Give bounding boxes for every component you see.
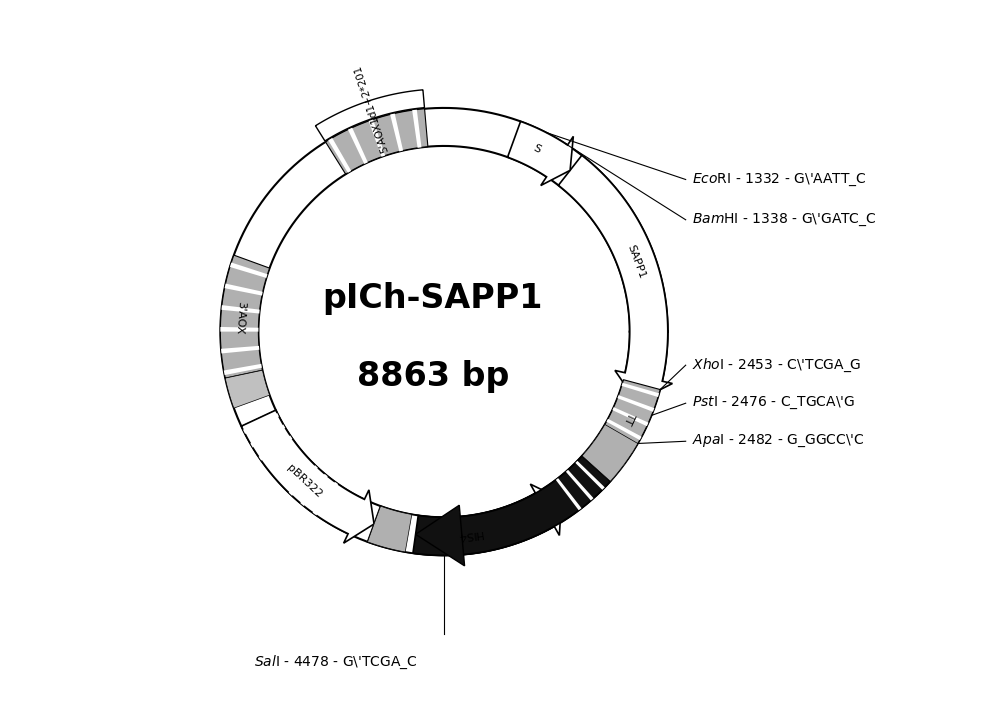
Text: 3'AOX: 3'AOX [234, 300, 246, 334]
Polygon shape [328, 138, 351, 173]
Text: $\mathit{Xho}$I - 2453 - C\'TCGA_G: $\mathit{Xho}$I - 2453 - C\'TCGA_G [692, 357, 862, 374]
Text: 5'AOX1d1+2*201: 5'AOX1d1+2*201 [353, 64, 391, 154]
Polygon shape [241, 410, 374, 543]
Polygon shape [582, 425, 638, 481]
Polygon shape [221, 305, 260, 314]
Polygon shape [413, 456, 610, 555]
Polygon shape [221, 346, 259, 353]
Text: SAPP1: SAPP1 [626, 244, 647, 280]
Polygon shape [556, 478, 581, 510]
Polygon shape [225, 284, 263, 295]
Polygon shape [416, 506, 465, 566]
Polygon shape [558, 155, 672, 401]
Polygon shape [617, 395, 654, 412]
Polygon shape [289, 465, 318, 496]
Polygon shape [508, 121, 573, 185]
Polygon shape [220, 255, 270, 378]
Text: S: S [532, 143, 542, 155]
Polygon shape [368, 484, 561, 555]
Polygon shape [566, 470, 593, 501]
Polygon shape [315, 90, 424, 141]
Polygon shape [551, 438, 627, 515]
Polygon shape [313, 482, 338, 515]
Polygon shape [326, 109, 428, 174]
Polygon shape [250, 425, 285, 447]
Polygon shape [220, 108, 668, 555]
Polygon shape [225, 370, 270, 408]
Polygon shape [348, 127, 368, 164]
Text: TT: TT [622, 411, 637, 426]
Text: HIS4: HIS4 [456, 528, 482, 542]
Polygon shape [412, 110, 421, 148]
Polygon shape [368, 506, 412, 552]
Polygon shape [259, 435, 292, 461]
Polygon shape [600, 430, 634, 453]
Text: $\mathit{Sal}$I - 4478 - G\'TCGA_C: $\mathit{Sal}$I - 4478 - G\'TCGA_C [254, 654, 418, 671]
Text: $\mathit{Bam}$HI - 1338 - G\'GATC_C: $\mathit{Bam}$HI - 1338 - G\'GATC_C [692, 212, 877, 228]
Polygon shape [369, 120, 385, 156]
Polygon shape [220, 327, 258, 331]
Text: $\mathit{Pst}$I - 2476 - C_TGCA\'G: $\mathit{Pst}$I - 2476 - C_TGCA\'G [692, 395, 856, 411]
Polygon shape [224, 364, 262, 375]
Text: pBR322: pBR322 [285, 463, 324, 500]
Text: pICh-SAPP1: pICh-SAPP1 [323, 282, 543, 314]
Polygon shape [584, 451, 615, 479]
Text: $\mathit{Eco}$RI - 1332 - G\'AATT_C: $\mathit{Eco}$RI - 1332 - G\'AATT_C [692, 171, 867, 188]
Polygon shape [390, 113, 403, 152]
Text: $\mathit{Apa}$I - 2482 - G_GGCC\'C: $\mathit{Apa}$I - 2482 - G_GGCC\'C [692, 433, 865, 450]
Polygon shape [596, 379, 660, 460]
Polygon shape [612, 407, 648, 426]
Polygon shape [592, 441, 625, 467]
Polygon shape [575, 461, 605, 490]
Polygon shape [230, 263, 267, 278]
Polygon shape [286, 463, 338, 515]
Polygon shape [300, 474, 328, 506]
Text: 8863 bp: 8863 bp [357, 360, 509, 393]
Polygon shape [606, 419, 642, 440]
Polygon shape [241, 410, 292, 460]
Polygon shape [622, 383, 659, 397]
Polygon shape [243, 413, 279, 434]
